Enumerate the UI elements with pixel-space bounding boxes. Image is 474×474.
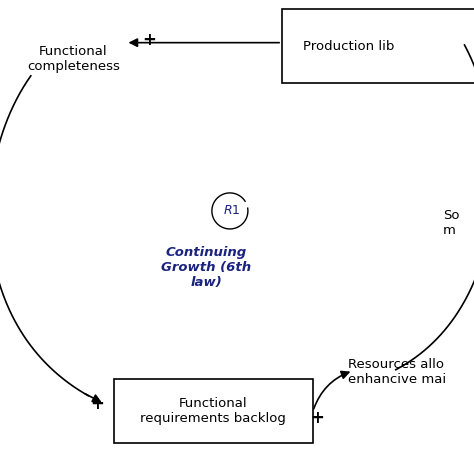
Text: +: +	[310, 409, 325, 427]
Text: +: +	[90, 395, 104, 413]
Text: Functional
requirements backlog: Functional requirements backlog	[140, 397, 286, 426]
Bar	[282, 9, 474, 83]
Text: Continuing
Growth (6th
law): Continuing Growth (6th law)	[161, 246, 251, 289]
Text: Production lib: Production lib	[303, 40, 395, 53]
Text: Functional
completeness: Functional completeness	[27, 45, 120, 73]
Bar	[114, 379, 313, 443]
Text: So
m: So m	[443, 209, 460, 237]
Text: +: +	[142, 31, 156, 49]
Text: $\it{R1}$: $\it{R1}$	[223, 204, 240, 218]
Text: Resources allo
enhancive mai: Resources allo enhancive mai	[348, 358, 447, 386]
